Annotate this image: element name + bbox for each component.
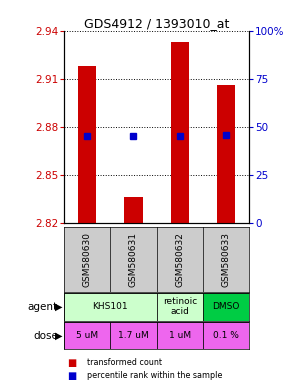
Text: ▶: ▶ [55,302,62,312]
Text: 1 uM: 1 uM [169,331,191,340]
Bar [157,322,203,349]
Bar [203,322,249,349]
Text: ■: ■ [67,371,76,381]
Text: 1.7 uM: 1.7 uM [118,331,149,340]
Text: 0.1 %: 0.1 % [213,331,239,340]
Bar [217,85,235,223]
Text: transformed count: transformed count [87,358,162,367]
Bar [64,322,110,349]
Text: GSM580630: GSM580630 [82,232,92,287]
Bar [64,293,157,321]
Text: agent: agent [28,302,58,312]
Text: GSM580633: GSM580633 [222,232,231,287]
Text: GSM580632: GSM580632 [175,232,184,286]
Text: DMSO: DMSO [213,302,240,311]
Bar [157,293,203,321]
Text: dose: dose [33,331,58,341]
Bar [203,293,249,321]
Text: 5 uM: 5 uM [76,331,98,340]
Text: percentile rank within the sample: percentile rank within the sample [87,371,222,380]
Bar [124,197,143,223]
Text: GSM580631: GSM580631 [129,232,138,287]
Title: GDS4912 / 1393010_at: GDS4912 / 1393010_at [84,17,229,30]
Bar [78,66,96,223]
Text: retinoic
acid: retinoic acid [163,298,197,316]
Bar [110,322,157,349]
Text: ▶: ▶ [55,331,62,341]
Text: ■: ■ [67,358,76,368]
Bar [171,42,189,223]
Text: KHS101: KHS101 [93,302,128,311]
